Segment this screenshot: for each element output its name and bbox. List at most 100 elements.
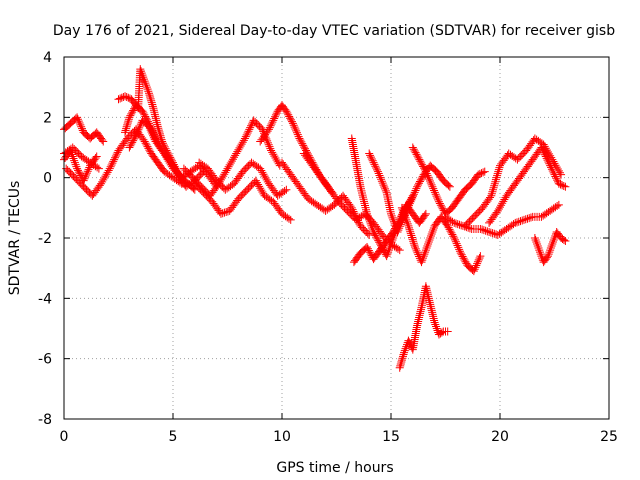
- data-point: [373, 167, 382, 176]
- data-point: [521, 215, 530, 224]
- data-point: [364, 213, 373, 222]
- data-point: [388, 213, 397, 222]
- y-tick-label: -6: [38, 352, 52, 368]
- x-tick-label: 5: [169, 429, 178, 445]
- data-point: [397, 203, 406, 212]
- data-point: [373, 234, 382, 243]
- data-point: [291, 125, 300, 134]
- data-point: [363, 243, 372, 252]
- data-point: [400, 346, 409, 355]
- data-point: [297, 137, 306, 146]
- data-point: [264, 140, 273, 149]
- data-point: [123, 120, 132, 129]
- data-point: [365, 217, 374, 226]
- data-point: [402, 215, 411, 224]
- data-point: [367, 221, 376, 230]
- data-point: [292, 126, 301, 135]
- data-point: [415, 155, 424, 164]
- data-point: [420, 164, 429, 173]
- data-point: [116, 94, 125, 103]
- data-point: [360, 199, 369, 208]
- data-point: [283, 109, 292, 118]
- data-point: [136, 122, 145, 131]
- data-point: [456, 249, 465, 258]
- data-point: [395, 224, 404, 233]
- data-point: [127, 140, 136, 149]
- data-point: [519, 215, 528, 224]
- data-point: [295, 134, 304, 143]
- data-point: [123, 118, 132, 127]
- data-point: [426, 231, 435, 240]
- data-point: [446, 227, 455, 236]
- data-point: [99, 137, 108, 146]
- data-point: [287, 117, 296, 126]
- data-point: [424, 240, 433, 249]
- data-point: [513, 218, 522, 227]
- data-point: [437, 202, 446, 211]
- data-point: [414, 180, 423, 189]
- y-tick-label: 4: [43, 50, 52, 66]
- data-point: [286, 215, 295, 224]
- data-point: [420, 211, 429, 220]
- chart-title: Day 176 of 2021, Sidereal Day-to-day VTE…: [53, 23, 615, 39]
- data-point: [144, 144, 153, 153]
- data-point: [129, 106, 138, 115]
- data-point: [239, 136, 248, 145]
- data-point: [128, 108, 137, 117]
- data-point: [83, 167, 92, 176]
- y-tick-label: -2: [38, 231, 52, 247]
- data-point: [384, 246, 393, 255]
- data-point: [480, 167, 489, 176]
- data-point: [538, 145, 547, 154]
- data-point: [454, 243, 463, 252]
- y-tick-label: 2: [43, 110, 52, 126]
- data-point: [551, 172, 560, 181]
- data-point: [412, 246, 421, 255]
- data-point: [417, 159, 426, 168]
- data-point: [509, 220, 518, 229]
- data-point: [153, 122, 162, 131]
- data-point: [397, 358, 406, 367]
- data-point: [490, 181, 499, 190]
- data-point: [136, 65, 145, 74]
- data-point: [406, 197, 415, 206]
- data-point: [408, 143, 417, 152]
- data-point: [122, 122, 131, 131]
- data-point: [420, 250, 429, 259]
- data-point: [443, 221, 452, 230]
- data-point: [489, 185, 498, 194]
- data-point: [430, 188, 439, 197]
- data-point: [547, 165, 556, 174]
- data-point: [534, 244, 543, 253]
- series-arc-1: [60, 113, 108, 146]
- data-point: [450, 234, 459, 242]
- data-point: [444, 223, 453, 232]
- data-point: [69, 154, 78, 163]
- data-point: [490, 179, 499, 188]
- data-point: [486, 193, 495, 202]
- data-point: [356, 184, 365, 193]
- data-point: [124, 93, 133, 102]
- data-point: [422, 244, 431, 253]
- data-point: [125, 143, 134, 152]
- data-point: [346, 202, 355, 211]
- data-point: [280, 186, 289, 195]
- data-point: [554, 179, 563, 188]
- data-point: [363, 209, 372, 218]
- data-point: [460, 255, 469, 264]
- data-point: [139, 73, 148, 82]
- data-point: [415, 177, 424, 186]
- data-point: [416, 175, 425, 184]
- data-point: [410, 243, 419, 252]
- data-point: [559, 236, 568, 245]
- data-point: [423, 242, 432, 251]
- data-point: [220, 208, 229, 217]
- data-point: [82, 171, 91, 180]
- data-point: [475, 253, 484, 262]
- data-point: [448, 230, 457, 239]
- series-arc-10: [195, 158, 291, 200]
- data-point: [400, 209, 409, 218]
- data-point: [469, 267, 478, 276]
- data-point: [113, 148, 122, 157]
